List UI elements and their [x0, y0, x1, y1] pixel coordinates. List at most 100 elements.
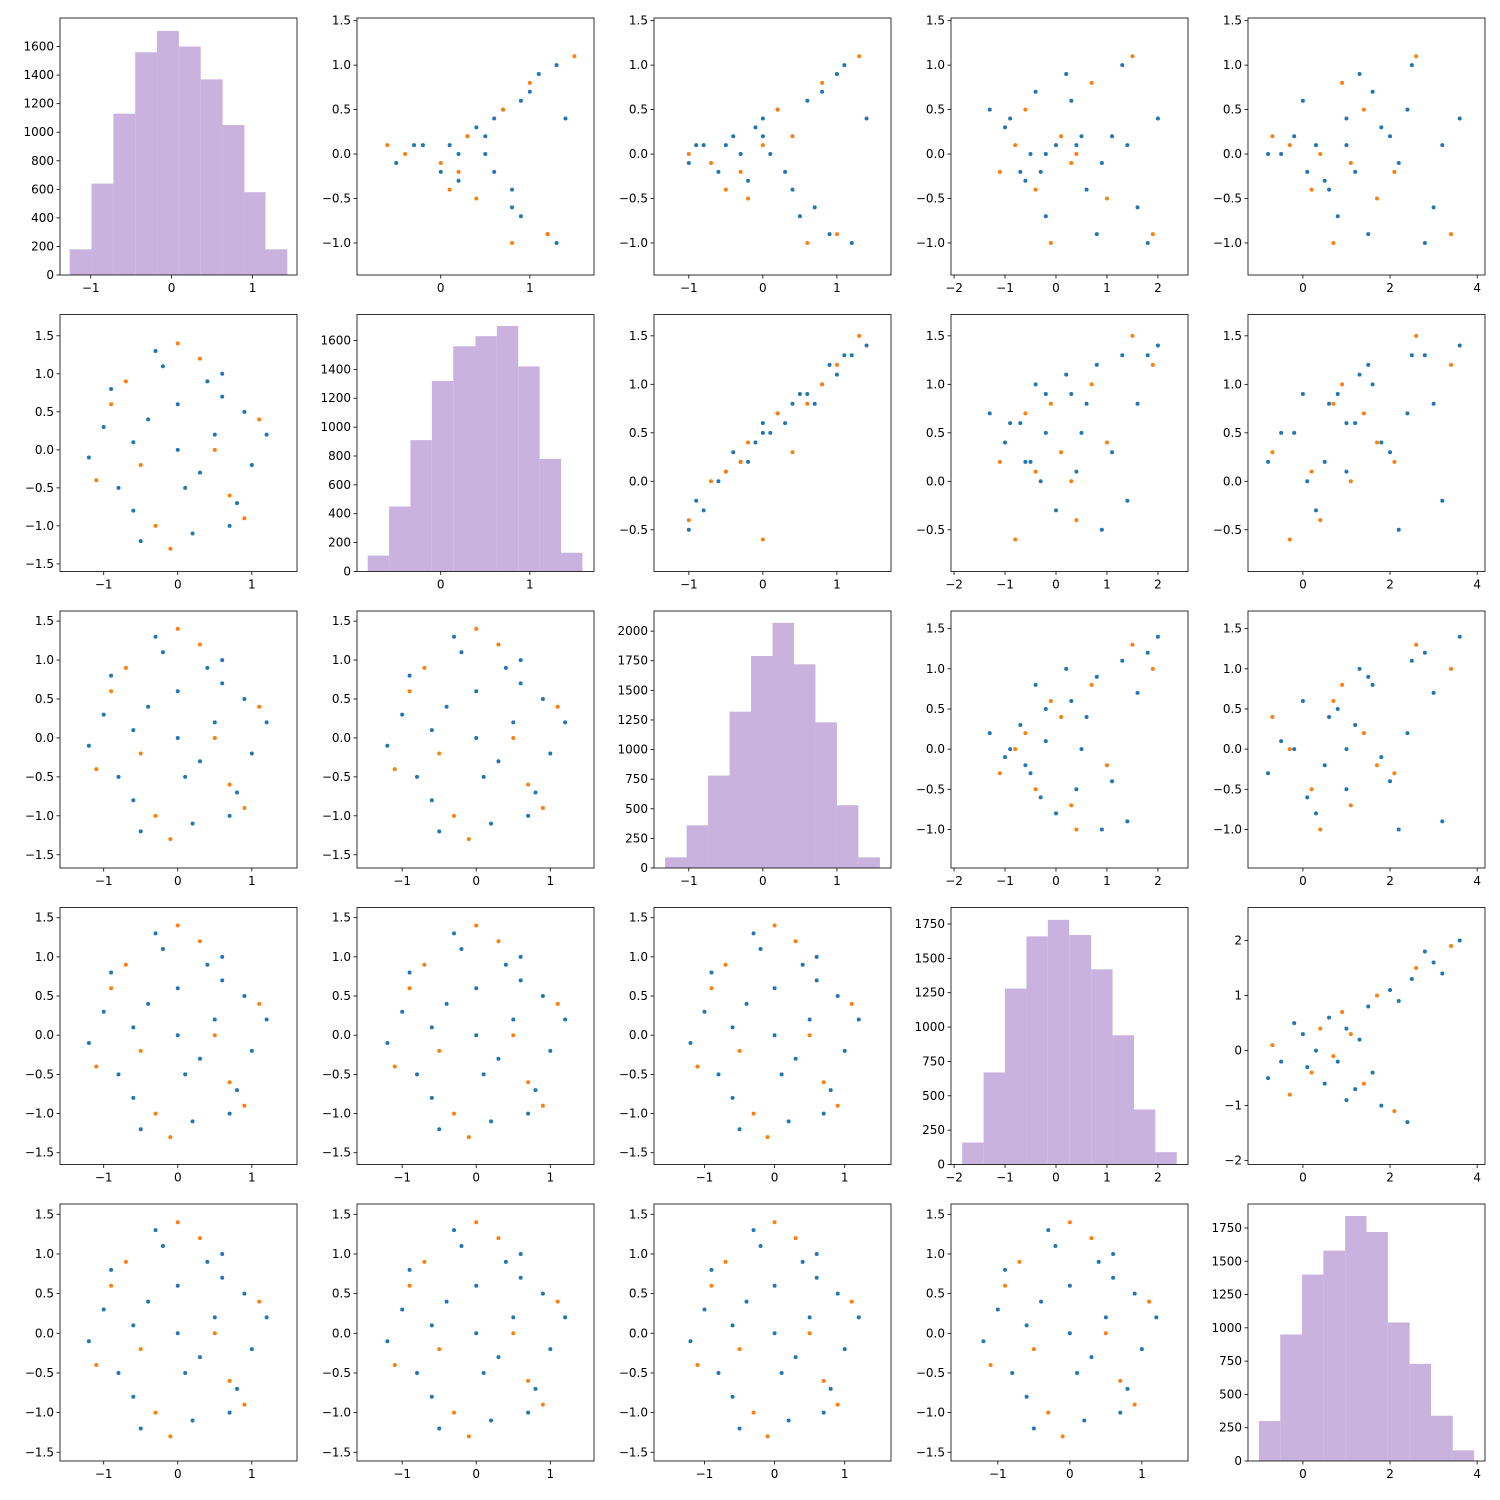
scatter-point — [1422, 650, 1427, 655]
y-tick-label: 1.5 — [629, 1207, 648, 1221]
scatter-point — [407, 1267, 412, 1272]
scatter-point — [555, 704, 560, 709]
scatter-point — [1033, 382, 1038, 387]
scatter-point — [1135, 690, 1140, 695]
scatter-point — [849, 353, 854, 358]
y-tick-label: 0.0 — [332, 147, 351, 161]
y-tick-label: 0.5 — [35, 692, 54, 706]
scatter-point — [772, 923, 777, 928]
y-tick-label: 1750 — [914, 917, 945, 931]
scatter-point — [1003, 440, 1008, 445]
scatter-point — [834, 232, 839, 237]
scatter-point — [1287, 143, 1292, 148]
scatter-point — [235, 501, 240, 506]
scatter-point — [820, 382, 825, 387]
scatter-point — [175, 986, 180, 991]
y-tick-label: −0.5 — [619, 1067, 648, 1081]
y-tick-label: 0.5 — [926, 103, 945, 117]
scatter-point — [1431, 205, 1436, 210]
scatter-point — [1292, 134, 1297, 139]
y-tick-label: −1.0 — [916, 1406, 945, 1420]
scatter-point — [709, 160, 714, 165]
scatter-point — [1348, 479, 1353, 484]
scatter-point — [1309, 1070, 1314, 1075]
scatter-point — [183, 1370, 188, 1375]
scatter-point — [456, 169, 461, 174]
scatter-point — [1155, 343, 1160, 348]
scatter-point — [821, 1410, 826, 1415]
x-tick-label: 1 — [546, 1467, 554, 1481]
scatter-point — [1353, 723, 1358, 728]
scatter-point — [1305, 1065, 1310, 1070]
scatter-point — [723, 143, 728, 148]
y-tick-label: 1500 — [914, 951, 945, 965]
scatter-point — [1331, 698, 1336, 703]
y-tick-label: 200 — [31, 239, 54, 253]
scatter-point — [116, 774, 121, 779]
scatter-point — [511, 1331, 516, 1336]
y-tick-label: 750 — [1219, 1354, 1242, 1368]
axes-frame — [1247, 17, 1486, 276]
scatter-point — [131, 1095, 136, 1100]
scatter-point — [1048, 240, 1053, 245]
scatter-point — [731, 134, 736, 139]
scatter-point — [738, 152, 743, 157]
scatter-point — [153, 523, 158, 528]
scatter-point — [160, 947, 165, 952]
scatter-point — [429, 1323, 434, 1328]
x-tick-label: 0 — [174, 1171, 182, 1185]
hist-bar — [1302, 1274, 1324, 1461]
scatter-point — [842, 63, 847, 68]
scatter-point — [422, 665, 427, 670]
scatter-point — [197, 470, 202, 475]
y-tick-label: 0.5 — [35, 989, 54, 1003]
scatter-point — [988, 1363, 993, 1368]
y-tick-label: 1.5 — [926, 329, 945, 343]
scatter-point — [1130, 333, 1135, 338]
scatter-point — [997, 459, 1002, 464]
scatter-point — [400, 712, 405, 717]
scatter-point — [474, 986, 479, 991]
scatter-point — [146, 417, 151, 422]
scatter-point — [452, 1410, 457, 1415]
hist-bar — [1069, 934, 1092, 1165]
scatter-point — [1074, 827, 1079, 832]
scatter-point — [554, 240, 559, 245]
scatter-point — [510, 205, 515, 210]
hist-bar — [1005, 988, 1027, 1165]
hist-bar — [1452, 1450, 1475, 1461]
y-tick-label: −0.5 — [916, 782, 945, 796]
y-tick-label: 1000 — [617, 743, 648, 757]
scatter-point — [772, 1331, 777, 1336]
y-tick-label: 0.5 — [332, 692, 351, 706]
y-tick-label: 800 — [328, 449, 351, 463]
scatter-point — [489, 821, 494, 826]
x-tick-label: 0 — [472, 1467, 480, 1481]
x-tick-label: 2 — [1154, 578, 1162, 592]
scatter-point — [414, 1370, 419, 1375]
scatter-point — [116, 1370, 121, 1375]
scatter-point — [235, 790, 240, 795]
scatter-point — [123, 1259, 128, 1264]
scatter-point — [987, 731, 992, 736]
x-tick-label: 1 — [841, 1171, 849, 1185]
y-tick-label: 1.0 — [629, 377, 648, 391]
scatter-point — [1409, 977, 1414, 982]
y-tick-label: 0.0 — [35, 1326, 54, 1340]
scatter-point — [242, 409, 247, 414]
y-tick-label: −1.0 — [322, 236, 351, 250]
scatter-point — [563, 116, 568, 121]
scatter-point — [496, 939, 501, 944]
scatter-point — [1118, 1378, 1123, 1383]
scatter-point — [555, 1001, 560, 1006]
scatter-point — [540, 1291, 545, 1296]
x-tick-label: 1 — [546, 1171, 554, 1185]
scatter-point — [220, 658, 225, 663]
scatter-point — [511, 720, 516, 725]
scatter-point — [1110, 779, 1115, 784]
y-tick-label: 2 — [1234, 934, 1242, 948]
scatter-point — [190, 1119, 195, 1124]
scatter-point — [459, 650, 464, 655]
y-tick-label: 1.0 — [629, 950, 648, 964]
scatter-point — [1270, 450, 1275, 455]
